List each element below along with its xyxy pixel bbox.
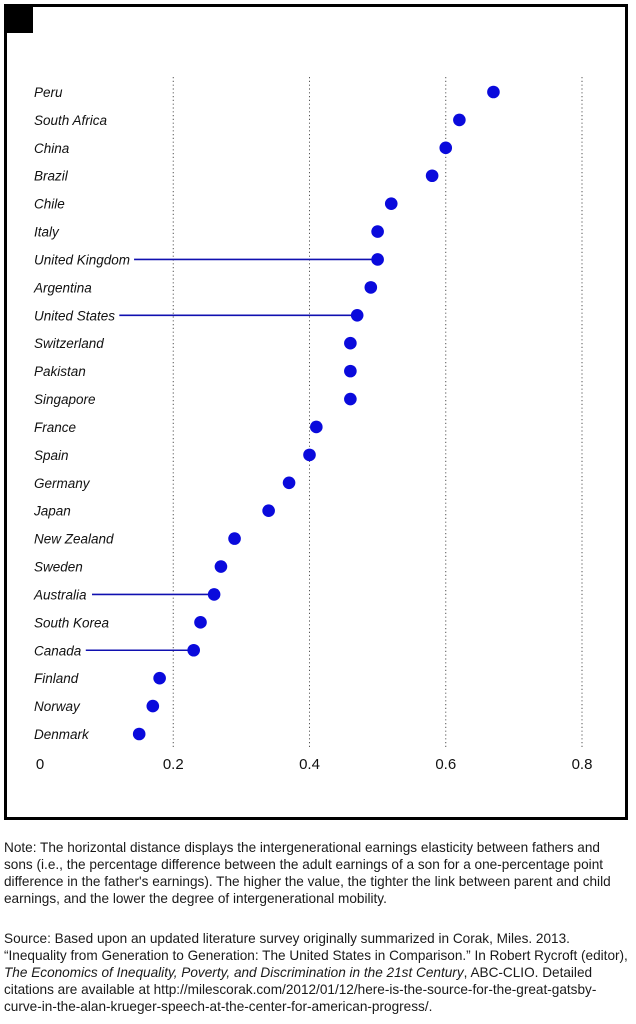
country-label-spain: Spain [34,448,69,463]
chart-note: Note: The horizontal distance displays t… [4,839,630,907]
data-point-denmark [132,727,146,741]
data-point-south-africa [453,113,466,127]
chart-frame: Peru South Africa China Brazil Chile Italy Uni… [4,4,628,820]
data-point-new-zealand [228,532,241,545]
data-point-united-kingdom [371,253,384,266]
data-point-singapore [344,392,357,406]
data-point-canada [187,643,200,657]
country-label-brazil: Brazil [34,169,69,184]
data-point-spain [303,448,316,462]
country-label-argentina: Argentina [33,280,92,295]
data-point-peru [487,85,500,99]
country-label-finland: Finland [34,671,79,686]
source-intro: Source: Based upon an updated literature… [4,931,628,963]
data-point-italy [371,225,384,238]
data-point-germany [282,476,296,490]
country-label-peru: Peru [34,85,63,100]
data-point-south-korea [194,616,207,629]
country-label-australia: Australia [33,587,87,602]
note-text: Note: The horizontal distance displays t… [4,840,611,906]
country-label-italy: Italy [34,225,60,240]
data-point-argentina [364,281,378,294]
data-point-united-states [350,309,364,322]
country-label-germany: Germany [34,476,91,491]
data-point-france [310,420,323,434]
country-label-new-zealand: New Zealand [34,532,114,547]
country-label-south-korea: South Korea [34,615,110,630]
country-label-france: France [34,420,76,435]
x-tick-label: 0.6 [435,756,456,773]
country-label-chile: Chile [34,197,65,212]
x-tick-label: 0 [36,756,44,773]
data-point-chile [384,197,398,210]
data-point-brazil [425,169,439,183]
country-label-sweden: Sweden [34,560,83,575]
country-labels: Peru South Africa China Brazil Chile Italy Uni… [33,85,130,742]
country-label-singapore: Singapore [34,392,96,407]
x-tick-label: 0.2 [163,756,184,773]
data-point-china [439,141,453,155]
data-points [132,85,500,741]
source-book-title: The Economics of Inequality, Poverty, an… [4,965,464,980]
data-point-japan [262,504,275,517]
country-label-canada: Canada [34,643,82,658]
data-point-pakistan [344,364,357,378]
country-label-united-kingdom: United Kingdom [34,252,130,267]
country-label-denmark: Denmark [34,727,90,742]
gridlines [172,77,583,747]
chart-source: Source: Based upon an updated literature… [4,930,630,1015]
country-label-south-africa: South Africa [34,113,108,128]
x-tick-label: 0.8 [572,756,593,773]
mobility-dot-chart: Peru South Africa China Brazil Chile Italy Uni… [33,77,593,773]
corner-marker [7,7,33,33]
data-point-finland [153,671,166,685]
source-text: Source: Based upon an updated literature… [4,930,630,1015]
data-point-australia [207,588,221,601]
data-point-sweden [214,560,228,573]
highlight-lines [85,258,378,652]
country-label-united-states: United States [34,308,115,323]
country-label-pakistan: Pakistan [34,364,86,379]
country-label-japan: Japan [33,504,71,519]
country-label-norway: Norway [34,699,81,714]
data-point-switzerland [344,336,357,350]
data-point-norway [146,699,160,713]
source-tail: , ABC-CLIO. Detailed citations are avail… [4,965,597,1014]
country-label-switzerland: Switzerland [34,336,104,351]
country-label-china: China [34,141,70,156]
x-axis-ticks: 0 0.2 0.4 0.6 0.8 [36,756,593,773]
x-tick-label: 0.4 [299,756,320,773]
